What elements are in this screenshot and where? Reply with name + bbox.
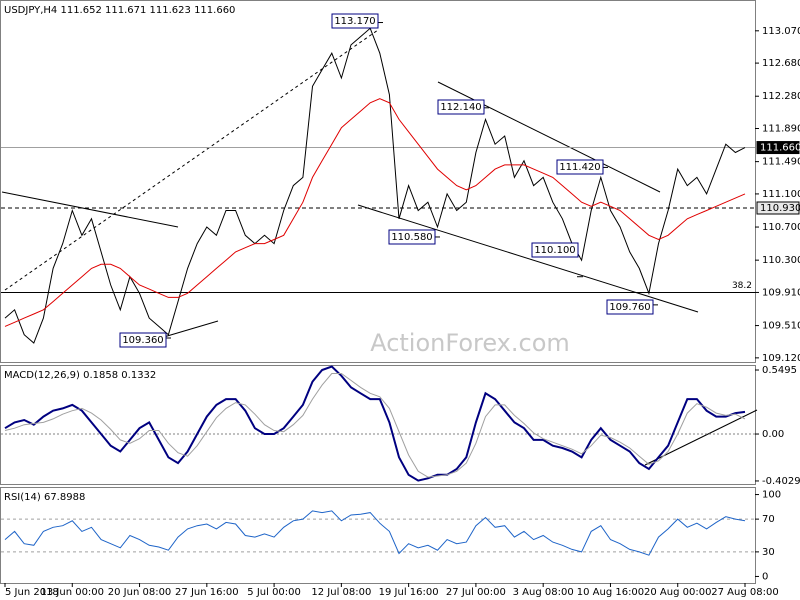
- annotation-box: [119, 332, 167, 348]
- series-line: [4, 365, 746, 482]
- y-tick-label: 30: [762, 547, 775, 558]
- y-tick-label: 112.680: [762, 58, 800, 69]
- annotation-label: 112.140: [440, 102, 481, 113]
- panel-title: RSI(14) 67.8988: [4, 492, 85, 503]
- annotation-box: [331, 13, 379, 29]
- annotation-label: 109.760: [609, 302, 650, 313]
- price-box: [756, 201, 800, 215]
- x-tick-label: 27 Aug 08:00: [711, 587, 778, 598]
- series-line: [4, 27, 746, 344]
- y-tick-label: 110.700: [762, 222, 800, 233]
- series-line: [4, 98, 746, 327]
- level-label: 38.2: [732, 281, 752, 291]
- y-tick-label: 109.510: [762, 321, 800, 332]
- x-tick-label: 20 Jun 08:00: [108, 587, 172, 598]
- y-tick-label: 0.00: [762, 429, 784, 440]
- y-tick-label: 109.120: [762, 353, 800, 364]
- rsi-panel: [0, 487, 756, 584]
- y-tick-label: 109.910: [762, 287, 800, 298]
- y-tick-label: 0.5495: [762, 365, 797, 376]
- x-tick-label: 27 Jun 16:00: [175, 587, 239, 598]
- series-line: [4, 373, 746, 478]
- watermark: ActionForex.com: [370, 329, 570, 357]
- annotation-label: 110.100: [534, 245, 575, 256]
- x-tick-label: 13 Jun 00:00: [41, 587, 105, 598]
- annotation-label: 109.360: [122, 335, 163, 346]
- panel-title: MACD(12,26,9) 0.1858 0.1332: [4, 370, 156, 381]
- y-tick-label: 111.890: [762, 124, 800, 135]
- y-tick-label: 0: [762, 571, 768, 582]
- y-tick-label: 70: [762, 514, 775, 525]
- x-tick-label: 19 Jul 16:00: [379, 587, 439, 598]
- annotation-label: 113.170: [334, 16, 375, 27]
- price-panel: [0, 0, 756, 363]
- y-tick-label: 111.490: [762, 157, 800, 168]
- price-label: 111.660: [760, 143, 800, 154]
- annotation-box: [606, 299, 654, 315]
- x-tick-label: 12 Jul 08:00: [311, 587, 371, 598]
- annotation-box: [531, 242, 579, 258]
- y-tick-label: 113.070: [762, 26, 800, 37]
- annotation-label: 110.580: [391, 232, 432, 243]
- trendline: [1, 191, 179, 228]
- annotation-box: [556, 159, 604, 175]
- annotation-label: 111.420: [559, 162, 600, 173]
- series-line: [4, 510, 746, 556]
- x-tick-label: 10 Aug 16:00: [577, 587, 644, 598]
- y-tick-label: 100: [762, 490, 781, 501]
- x-tick-label: 5 Jul 00:00: [247, 587, 301, 598]
- price-box: [756, 141, 800, 155]
- annotation-box: [437, 99, 485, 115]
- macd-panel: [0, 365, 756, 485]
- annotation-box: [388, 229, 436, 245]
- x-tick-label: 20 Aug 00:00: [644, 587, 711, 598]
- panel-title: USDJPY,H4 111.652 111.671 111.623 111.66…: [4, 5, 235, 16]
- trendline: [357, 204, 699, 313]
- x-tick-label: 27 Jul 00:00: [446, 587, 506, 598]
- price-label: 110.930: [760, 203, 800, 214]
- y-tick-label: 111.100: [762, 189, 800, 200]
- y-tick-label: -0.4029: [762, 476, 800, 487]
- trendline: [4, 29, 379, 291]
- x-tick-label: 3 Aug 08:00: [513, 587, 574, 598]
- y-tick-label: 112.280: [762, 91, 800, 102]
- x-tick-label: 5 Jun 2018: [5, 587, 59, 598]
- y-tick-label: 110.300: [762, 255, 800, 266]
